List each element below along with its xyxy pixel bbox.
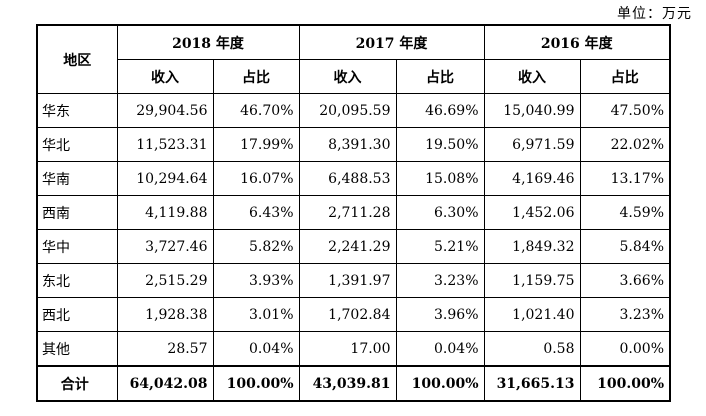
year-header-2018: 2018 年度 — [116, 24, 300, 60]
region-cell: 华中 — [36, 229, 118, 264]
share-cell: 6.43% — [212, 195, 300, 230]
table-row: 华中 3,727.46 5.82% 2,241.29 5.21% 1,849.32 5.84… — [36, 229, 671, 264]
share-cell: 5.21% — [395, 229, 485, 264]
table-row: 其他 28.57 0.04% 17.00 0.04% 0.58 0.00% — [36, 331, 671, 367]
revenue-cell: 43,039.81 — [298, 365, 397, 402]
region-cell: 东北 — [36, 263, 118, 298]
share-cell: 5.84% — [579, 229, 671, 264]
table-row: 西北 1,928.38 3.01% 1,702.84 3.96% 1,021.40 3.23… — [36, 297, 671, 332]
share-cell: 15.08% — [395, 161, 485, 196]
share-cell: 46.69% — [395, 93, 485, 128]
revenue-cell: 10,294.64 — [116, 161, 214, 196]
revenue-cell: 1,702.84 — [298, 297, 397, 332]
revenue-cell: 2,515.29 — [116, 263, 214, 298]
region-header: 地区 — [36, 24, 118, 94]
revenue-cell: 1,021.40 — [483, 297, 581, 332]
share-cell: 3.93% — [212, 263, 300, 298]
header-row-years: 地区 2018 年度 2017 年度 2016 年度 — [36, 24, 671, 94]
region-cell: 西北 — [36, 297, 118, 332]
total-label: 合计 — [36, 365, 118, 402]
revenue-cell: 2,241.29 — [298, 229, 397, 264]
share-header: 占比 — [395, 59, 485, 94]
revenue-cell: 8,391.30 — [298, 127, 397, 162]
revenue-cell: 28.57 — [116, 331, 214, 367]
share-cell: 0.04% — [395, 331, 485, 367]
revenue-cell: 1,928.38 — [116, 297, 214, 332]
revenue-cell: 2,711.28 — [298, 195, 397, 230]
region-cell: 华北 — [36, 127, 118, 162]
share-cell: 3.23% — [395, 263, 485, 298]
region-cell: 西南 — [36, 195, 118, 230]
table-body: 华东 29,904.56 46.70% 20,095.59 46.69% 15,040.9… — [36, 93, 671, 402]
share-cell: 17.99% — [212, 127, 300, 162]
share-cell: 3.23% — [579, 297, 671, 332]
share-cell: 46.70% — [212, 93, 300, 128]
share-cell: 5.82% — [212, 229, 300, 264]
share-cell: 4.59% — [579, 195, 671, 230]
share-cell: 19.50% — [395, 127, 485, 162]
revenue-cell: 11,523.31 — [116, 127, 214, 162]
region-cell: 华东 — [36, 93, 118, 128]
table-row: 东北 2,515.29 3.93% 1,391.97 3.23% 1,159.75 3.66… — [36, 263, 671, 298]
revenue-cell: 31,665.13 — [483, 365, 581, 402]
header-row-sub: 收入 占比 收入 占比 收入 占比 — [37, 59, 671, 94]
revenue-cell: 17.00 — [298, 331, 397, 367]
revenue-cell: 4,169.46 — [483, 161, 581, 196]
revenue-cell: 0.58 — [483, 331, 581, 367]
share-cell: 0.00% — [579, 331, 671, 367]
share-header: 占比 — [579, 59, 671, 94]
share-cell: 6.30% — [395, 195, 485, 230]
share-cell: 3.96% — [395, 297, 485, 332]
table-row: 华东 29,904.56 46.70% 20,095.59 46.69% 15,040.9… — [36, 93, 671, 128]
revenue-header: 收入 — [298, 59, 397, 94]
revenue-header: 收入 — [483, 59, 581, 94]
share-cell: 100.00% — [579, 365, 671, 402]
share-cell: 13.17% — [579, 161, 671, 196]
unit-label: 单位：万元 — [617, 6, 692, 22]
share-cell: 100.00% — [212, 365, 300, 402]
revenue-cell: 1,159.75 — [483, 263, 581, 298]
revenue-cell: 3,727.46 — [116, 229, 214, 264]
share-cell: 47.50% — [579, 93, 671, 128]
revenue-cell: 64,042.08 — [116, 365, 214, 402]
revenue-cell: 4,119.88 — [116, 195, 214, 230]
revenue-cell: 1,849.32 — [483, 229, 581, 264]
revenue-cell: 1,452.06 — [483, 195, 581, 230]
share-cell: 100.00% — [395, 365, 485, 402]
table-row: 华南 10,294.64 16.07% 6,488.53 15.08% 4,169.46 1… — [36, 161, 671, 196]
share-cell: 3.01% — [212, 297, 300, 332]
revenue-cell: 1,391.97 — [298, 263, 397, 298]
share-cell: 22.02% — [579, 127, 671, 162]
revenue-cell: 15,040.99 — [483, 93, 581, 128]
share-cell: 16.07% — [212, 161, 300, 196]
table-row: 西南 4,119.88 6.43% 2,711.28 6.30% 1,452.06 4.59… — [36, 195, 671, 230]
table-row: 华北 11,523.31 17.99% 8,391.30 19.50% 6,971.59 2… — [36, 127, 671, 162]
share-header: 占比 — [212, 59, 300, 94]
year-header-2017: 2017 年度 — [298, 24, 485, 60]
revenue-cell: 29,904.56 — [116, 93, 214, 128]
share-cell: 0.04% — [212, 331, 300, 367]
region-cell: 华南 — [36, 161, 118, 196]
share-cell: 3.66% — [579, 263, 671, 298]
revenue-cell: 6,971.59 — [483, 127, 581, 162]
region-revenue-table: 地区 2018 年度 2017 年度 2016 年度 收入 占比 收入 占比 收… — [36, 24, 671, 402]
revenue-header: 收入 — [116, 59, 214, 94]
revenue-cell: 20,095.59 — [298, 93, 397, 128]
year-header-2016: 2016 年度 — [483, 24, 671, 60]
total-row: 合计 64,042.08 100.00% 43,039.81 100.00% 31,665… — [36, 365, 671, 402]
region-cell: 其他 — [36, 331, 118, 367]
revenue-cell: 6,488.53 — [298, 161, 397, 196]
